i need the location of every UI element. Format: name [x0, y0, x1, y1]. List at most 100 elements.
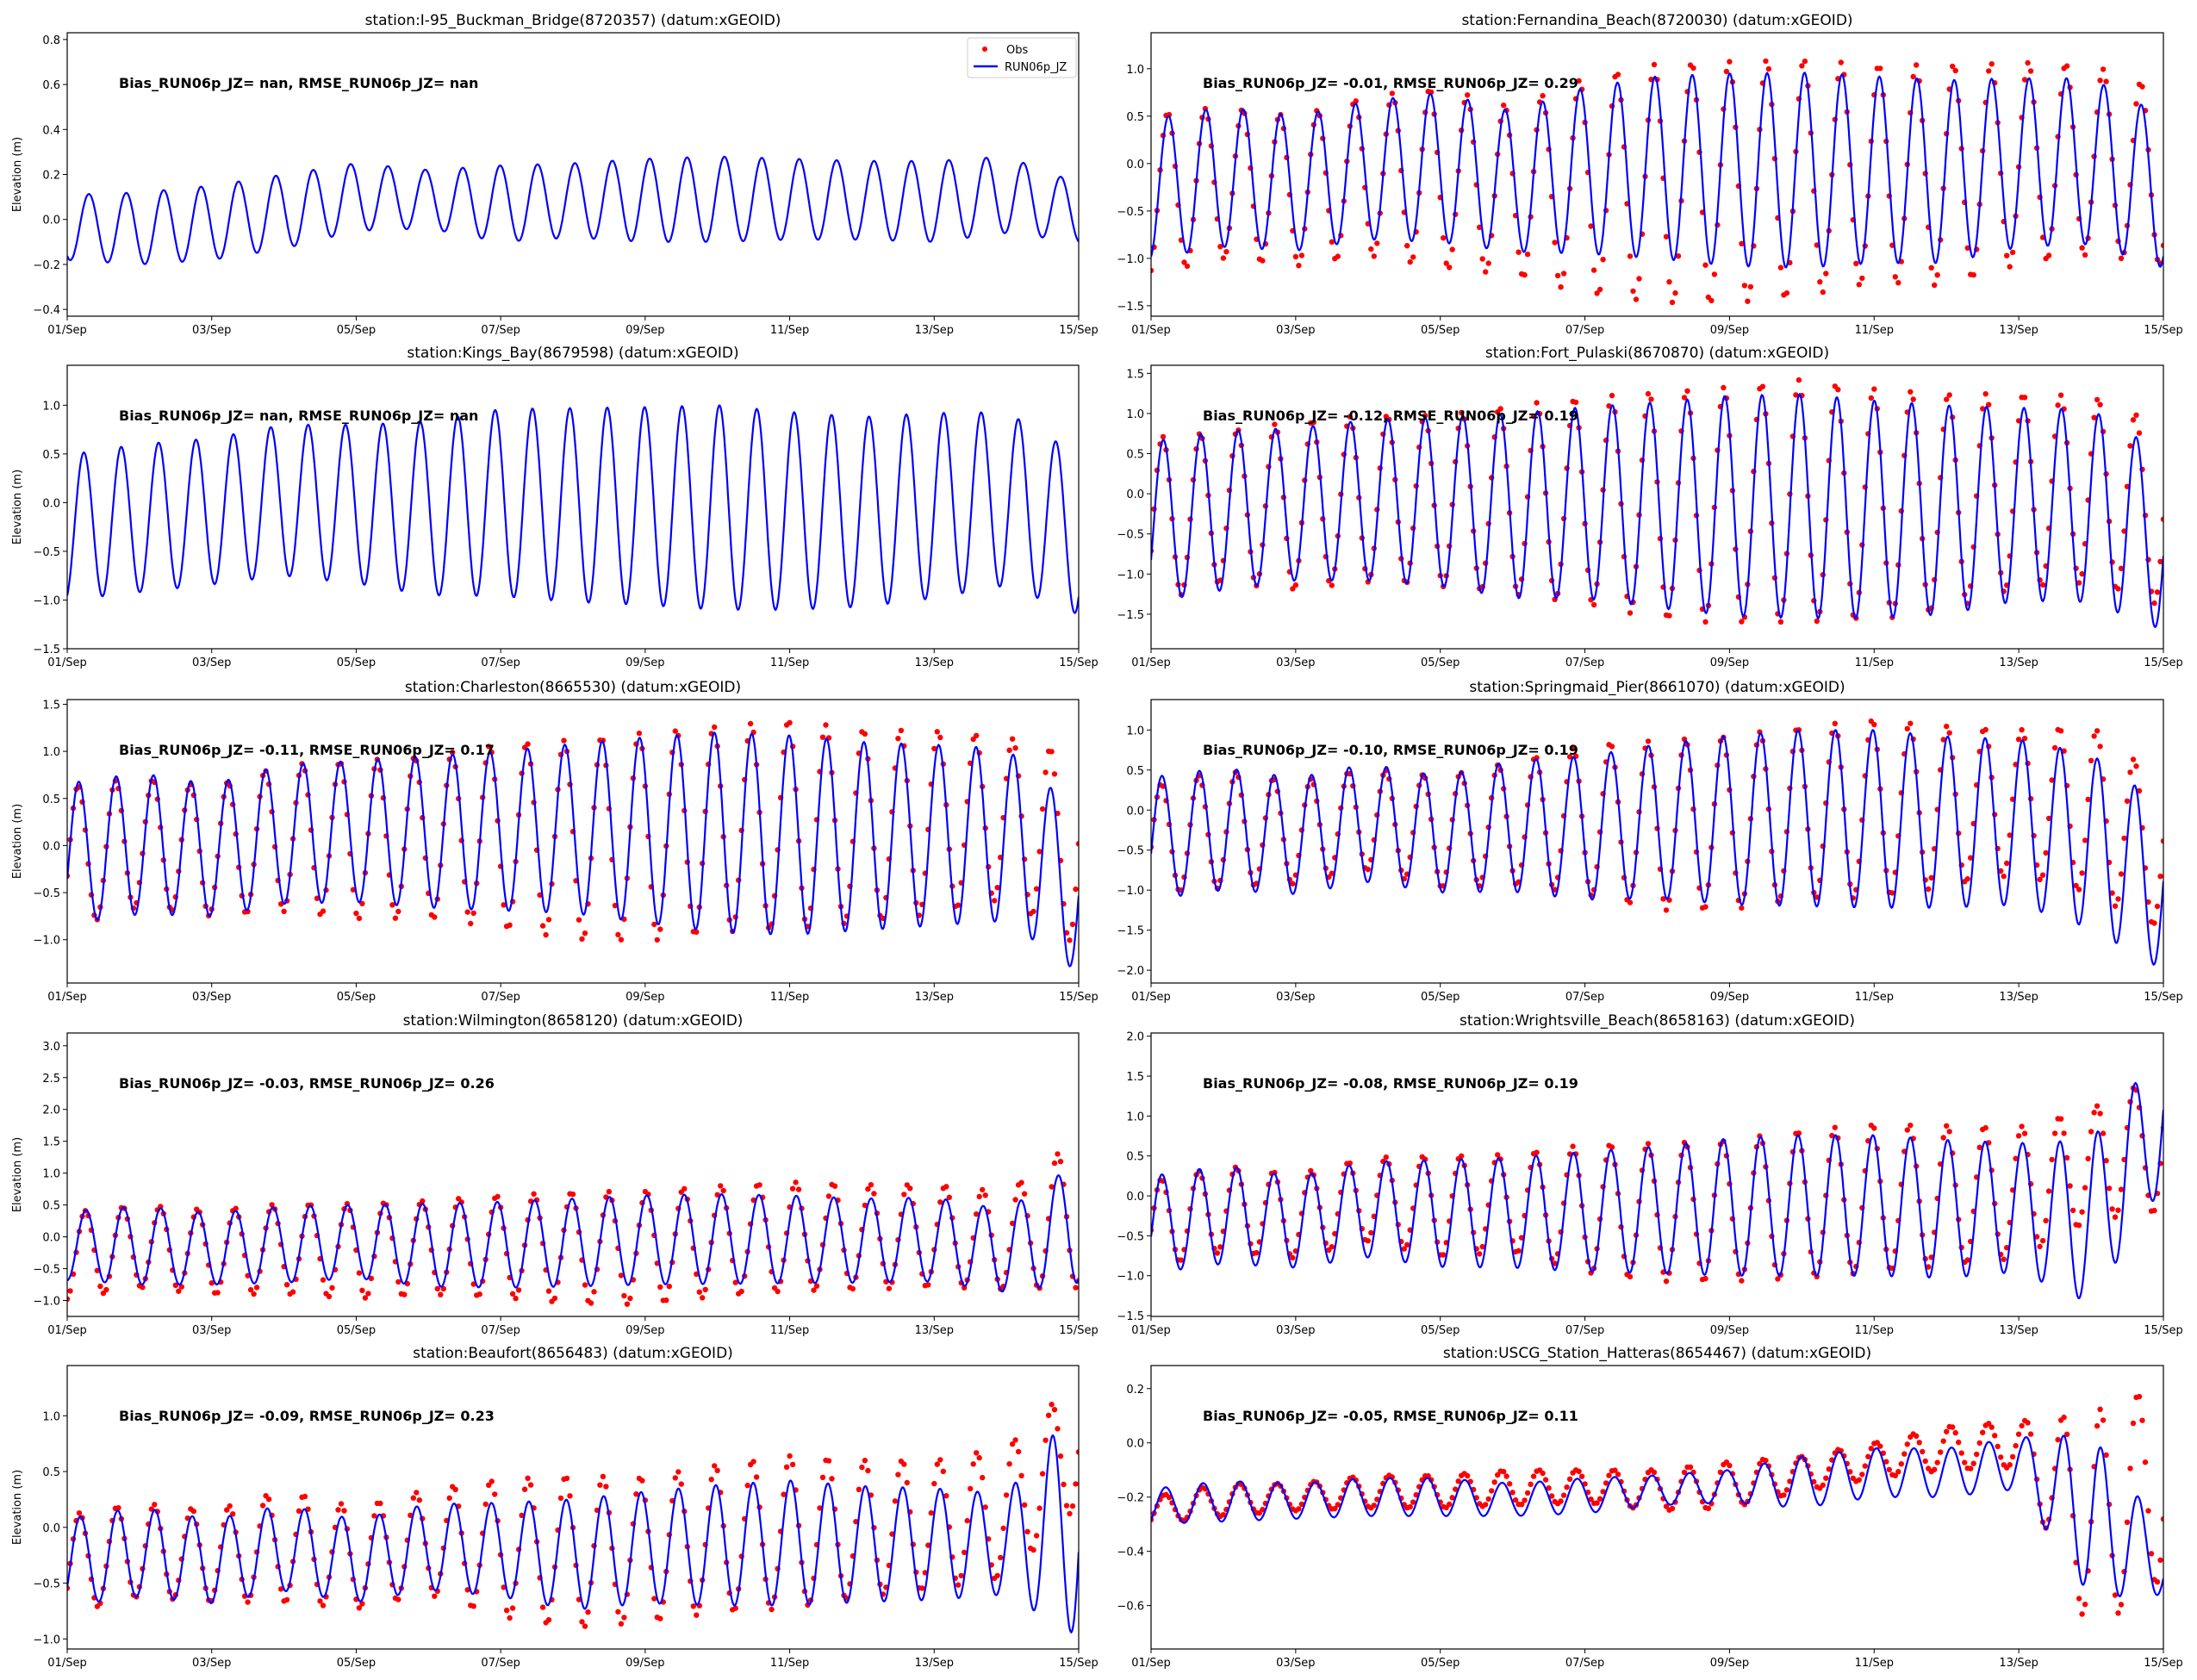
obs-point: [1651, 1469, 1658, 1476]
panel-title: station:Beaufort(8656483) (datum:xGEOID): [413, 1345, 733, 1362]
obs-point: [886, 1285, 893, 1291]
obs-series: [1151, 1085, 2163, 1285]
obs-point: [1057, 1453, 1064, 1459]
y-tick-label: 0.0: [42, 840, 60, 853]
obs-point: [208, 1280, 215, 1286]
obs-point: [1018, 1472, 1024, 1479]
obs-point: [871, 1191, 877, 1197]
x-tick-label: 07/Sep: [1565, 991, 1604, 1004]
panel-5: station:Charleston(8665530) (datum:xGEOI…: [11, 679, 1098, 1004]
legend-obs-marker: [982, 47, 987, 52]
obs-point: [329, 1285, 335, 1291]
obs-point: [1479, 1243, 1485, 1250]
y-tick-label: −1.0: [33, 1633, 60, 1646]
obs-point: [1329, 870, 1335, 876]
obs-point: [338, 1501, 345, 1507]
obs-point: [2112, 1592, 2119, 1598]
obs-point: [1042, 1437, 1049, 1443]
obs-point: [2121, 835, 2127, 842]
obs-point: [1663, 233, 1670, 240]
bias-rmse-annotation: Bias_RUN06p_JZ= -0.05, RMSE_RUN06p_JZ= 0…: [1203, 1408, 1578, 1424]
obs-point: [2007, 264, 2013, 270]
obs-point: [2091, 733, 2097, 739]
model-line: [1151, 392, 2163, 629]
obs-point: [1739, 240, 1745, 246]
obs-point: [678, 1481, 684, 1487]
obs-point: [1368, 1229, 1374, 1236]
x-tick-label: 09/Sep: [1710, 1657, 1749, 1670]
obs-point: [898, 727, 905, 734]
x-tick-label: 07/Sep: [1565, 1657, 1604, 1670]
obs-point: [1976, 1144, 1982, 1151]
obs-point: [865, 1185, 871, 1192]
obs-point: [2079, 570, 2085, 577]
legend-model-label: RUN06p_JZ: [1005, 61, 1067, 74]
obs-point: [2082, 1185, 2088, 1191]
obs-point: [103, 1286, 109, 1293]
obs-point: [1669, 299, 1676, 306]
x-tick-label: 11/Sep: [1855, 1657, 1894, 1670]
obs-point: [389, 902, 395, 908]
obs-point: [1910, 73, 1916, 80]
obs-point: [392, 915, 399, 921]
obs-point: [2124, 1519, 2131, 1526]
panel-title: station:Springmaid_Pier(8661070) (datum:…: [1469, 679, 1845, 696]
obs-point: [1055, 1151, 1061, 1157]
obs-point: [1958, 1450, 1964, 1456]
obs-point: [1606, 1472, 1612, 1478]
obs-point: [2063, 63, 2070, 69]
obs-point: [2118, 1186, 2125, 1192]
x-tick-label: 11/Sep: [770, 324, 809, 337]
obs-point: [2055, 1436, 2061, 1443]
x-tick-label: 01/Sep: [47, 656, 86, 669]
obs-point: [868, 1182, 874, 1188]
obs-point: [1934, 1459, 1940, 1465]
obs-point: [919, 1585, 925, 1591]
obs-point: [561, 737, 567, 744]
y-tick-label: 1.0: [1126, 725, 1144, 737]
obs-point: [1835, 387, 1841, 393]
obs-point: [2069, 1207, 2076, 1214]
obs-point: [2015, 1431, 2022, 1437]
obs-point: [1814, 894, 1820, 900]
obs-point: [1970, 271, 1976, 278]
obs-point: [446, 1495, 452, 1502]
obs-point: [747, 720, 754, 727]
obs-series: [67, 1402, 1079, 1629]
obs-point: [2039, 872, 2046, 878]
obs-point: [690, 1603, 696, 1609]
obs-point: [1920, 1448, 1926, 1455]
panel-title: station:Kings_Bay(8679598) (datum:xGEOID…: [407, 345, 738, 362]
obs-point: [600, 1473, 607, 1480]
obs-point: [940, 1468, 947, 1475]
obs-point: [2057, 1116, 2064, 1122]
panel-9: station:Beaufort(8656483) (datum:xGEOID)…: [11, 1345, 1098, 1670]
obs-point: [1787, 1478, 1793, 1484]
obs-point: [2057, 392, 2064, 398]
obs-point: [521, 1486, 528, 1492]
obs-point: [2025, 1420, 2031, 1426]
obs-point: [756, 1182, 762, 1188]
obs-point: [1407, 1503, 1413, 1510]
obs-point: [1483, 1502, 1489, 1508]
obs-point: [215, 1290, 221, 1296]
panel-2: station:Fernandina_Beach(8720030) (datum…: [1117, 12, 2182, 337]
obs-point: [1974, 1451, 1980, 1458]
y-axis-label: Elevation (m): [11, 470, 24, 544]
bias-rmse-annotation: Bias_RUN06p_JZ= -0.10, RMSE_RUN06p_JZ= 0…: [1203, 742, 1578, 758]
obs-point: [1042, 769, 1049, 775]
obs-point: [1329, 1244, 1335, 1250]
obs-point: [1184, 263, 1191, 270]
x-tick-label: 05/Sep: [337, 991, 376, 1004]
y-tick-label: 3.0: [42, 1041, 60, 1054]
obs-point: [509, 1291, 516, 1297]
y-tick-label: 0.0: [42, 215, 60, 227]
obs-point: [1633, 296, 1640, 302]
obs-point: [1220, 255, 1227, 261]
obs-point: [362, 1295, 369, 1301]
obs-point: [296, 1508, 302, 1515]
obs-point: [931, 745, 937, 752]
obs-point: [1627, 253, 1634, 259]
y-tick-label: −1.0: [33, 594, 60, 607]
obs-point: [1449, 1495, 1455, 1501]
